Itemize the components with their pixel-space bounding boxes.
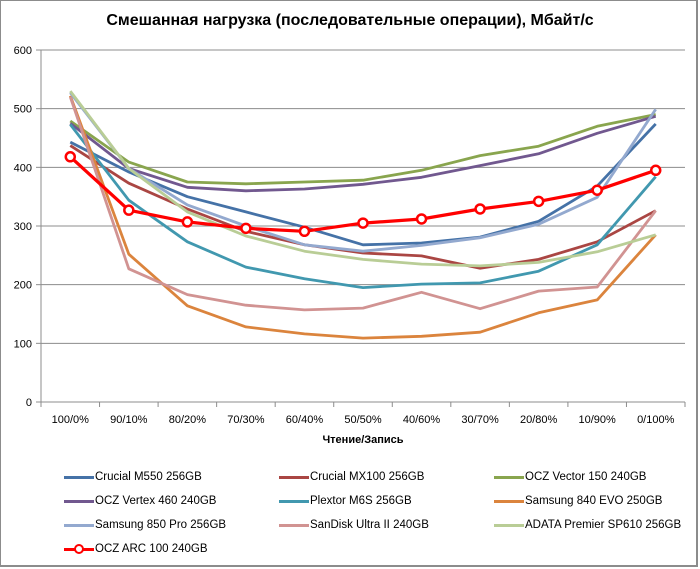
- legend-swatch: [494, 497, 524, 505]
- legend-swatch: [64, 544, 94, 554]
- series-samsung-840-evo-250gb: [68, 95, 657, 340]
- x-tick-label: 70/30%: [227, 414, 265, 426]
- data-point-marker: [591, 184, 603, 196]
- legend-item: ADATA Premier SP610 256GB: [494, 519, 681, 531]
- y-tick-label: 300: [14, 221, 32, 233]
- y-axis-ticks: 0 100 200 300 400 500 600: [14, 45, 41, 409]
- legend-label: Crucial M550 256GB: [95, 471, 202, 483]
- legend-item: Crucial M550 256GB: [64, 471, 202, 483]
- legend-label: OCZ Vector 150 240GB: [525, 471, 647, 483]
- legend-swatch: [279, 521, 309, 529]
- legend-item: Crucial MX100 256GB: [279, 471, 424, 483]
- y-tick-label: 200: [14, 280, 32, 292]
- series-line: [69, 144, 657, 270]
- data-point-marker: [123, 204, 135, 216]
- data-point-marker: [298, 225, 311, 238]
- data-point-marker: [240, 222, 252, 235]
- y-tick-label: 100: [14, 338, 32, 350]
- x-tick-label: 20/80%: [520, 414, 558, 426]
- series-line: [68, 95, 657, 340]
- series-lines: [64, 90, 662, 340]
- y-tick-label: 400: [14, 162, 32, 174]
- series-ocz-vector-150-240gb: [69, 113, 656, 186]
- legend-item: OCZ Vertex 460 240GB: [64, 495, 216, 507]
- legend-label: Samsung 850 Pro 256GB: [95, 519, 227, 531]
- x-tick-label: 10/90%: [579, 414, 617, 426]
- series-line: [69, 91, 657, 253]
- legend-swatch: [279, 497, 309, 505]
- series-line: [69, 123, 657, 290]
- x-tick-label: 60/40%: [286, 414, 324, 426]
- series-adata-premier-sp610-256gb: [69, 90, 657, 268]
- legend-item: SanDisk Ultra II 240GB: [279, 519, 429, 531]
- legend-item: OCZ Vector 150 240GB: [494, 471, 646, 483]
- series-plextor-m6s-256gb: [69, 123, 657, 290]
- legend-item: Samsung 850 Pro 256GB: [64, 519, 226, 531]
- legend-swatch: [64, 497, 94, 505]
- legend-label: OCZ Vertex 460 240GB: [95, 495, 217, 507]
- series-line: [68, 96, 657, 312]
- series-line: [69, 113, 656, 186]
- x-tick-label: 80/20%: [169, 414, 207, 426]
- x-tick-label: 90/10%: [110, 414, 148, 426]
- data-point-marker: [181, 216, 194, 228]
- legend-item: OCZ ARC 100 240GB: [64, 543, 208, 555]
- data-point-marker: [357, 217, 369, 229]
- y-tick-label: 500: [14, 104, 32, 116]
- legend-swatch: [64, 473, 94, 481]
- legend-label: ADATA Premier SP610 256GB: [525, 519, 682, 531]
- legend-item: Plextor M6S 256GB: [279, 495, 412, 507]
- legend-label: SanDisk Ultra II 240GB: [310, 519, 429, 531]
- data-point-marker: [64, 151, 77, 163]
- series-crucial-mx100-256gb: [69, 144, 657, 270]
- x-axis-ticks: 100/0% 90/10% 80/20% 70/30% 60/40% 50/50% 40/6…: [40, 402, 686, 426]
- legend-label: OCZ ARC 100 240GB: [95, 543, 208, 555]
- data-point-marker: [649, 164, 662, 177]
- legend-item: Samsung 840 EVO 250GB: [494, 495, 662, 507]
- x-tick-label: 100/0%: [52, 414, 90, 426]
- x-tick-label: 0/100%: [637, 414, 675, 426]
- series-crucial-m550-256gb: [69, 122, 657, 247]
- legend-label: Samsung 840 EVO 250GB: [525, 495, 663, 507]
- legend-swatch: [64, 521, 94, 529]
- legend-label: Crucial MX100 256GB: [310, 471, 425, 483]
- series-ocz-vertex-460-240gb: [69, 114, 657, 193]
- legend-marker-icon: [74, 544, 84, 554]
- series-ocz-arc-100-240gb: [64, 151, 662, 238]
- series-line: [69, 114, 657, 193]
- data-point-marker: [415, 213, 428, 225]
- x-tick-label: 50/50%: [344, 414, 382, 426]
- x-tick-label: 30/70%: [461, 414, 499, 426]
- series-samsung-850-pro-256gb: [69, 91, 657, 253]
- series-line: [69, 90, 657, 268]
- y-tick-label: 0: [26, 397, 32, 409]
- y-tick-label: 600: [14, 45, 32, 57]
- x-axis-label: Чтение/Запись: [322, 434, 403, 446]
- data-point-marker: [474, 203, 486, 215]
- legend-swatch: [279, 473, 309, 481]
- data-point-marker: [532, 195, 545, 208]
- legend-swatch: [494, 473, 524, 481]
- gridlines: [41, 49, 685, 344]
- chart-title: Смешанная нагрузка (последовательные опе…: [106, 12, 594, 29]
- x-tick-label: 40/60%: [403, 414, 441, 426]
- legend-label: Plextor M6S 256GB: [310, 495, 412, 507]
- series-sandisk-ultra-ii-240gb: [68, 96, 657, 312]
- series-line: [69, 122, 657, 247]
- legend-swatch: [494, 521, 524, 529]
